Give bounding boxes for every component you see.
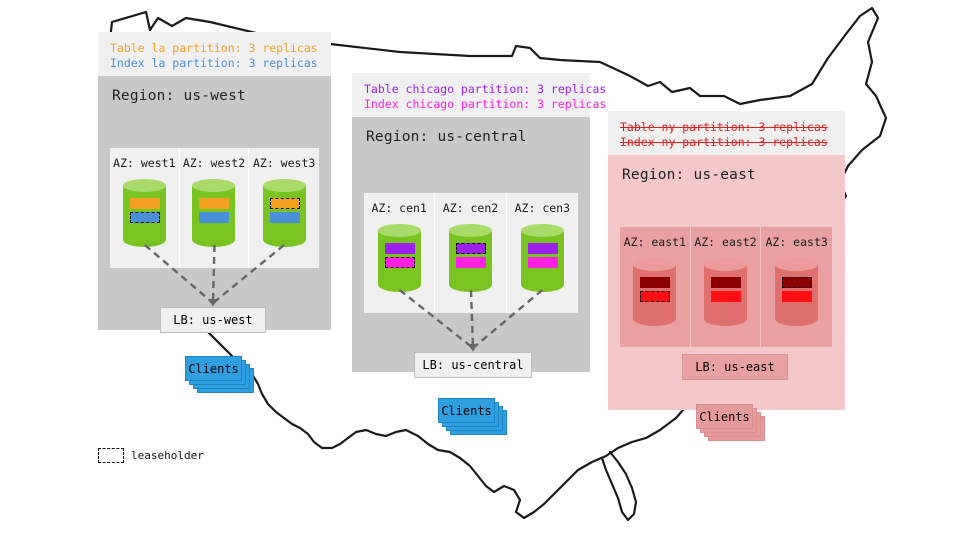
replica-stripe-leaseholder (782, 277, 813, 288)
cylinder-top (448, 224, 492, 237)
az-label: AZ: cen2 (442, 201, 499, 215)
az-cell-west3: AZ: west3 (249, 148, 319, 268)
node-cylinder-west3 (262, 179, 306, 247)
connector-arrowhead (208, 299, 218, 307)
node-cylinder-cen2 (448, 224, 492, 292)
cylinder-top (633, 258, 677, 271)
region-title: Region: us-central (366, 129, 527, 145)
clients-box[interactable]: Clients (696, 404, 753, 429)
leaseholder-swatch-icon (98, 448, 124, 463)
replica-stripe (199, 198, 230, 209)
legend: leaseholder (98, 448, 204, 463)
replica-stripe-leaseholder (129, 212, 160, 223)
az-row-us-east: AZ: east1 AZ: east2 AZ: east3 (620, 227, 832, 347)
clients-label: Clients (699, 409, 750, 424)
partition-line: Index ny partition: 3 replicas (620, 135, 828, 149)
partition-line: Index chicago partition: 3 replicas (364, 97, 607, 111)
cylinder-top (703, 258, 747, 271)
clients-box[interactable]: Clients (438, 398, 495, 423)
partition-header-us-west: Table la partition: 3 replicas Index la p… (98, 32, 331, 76)
partition-line: Table ny partition: 3 replicas (620, 120, 828, 134)
replica-stripe-leaseholder (640, 291, 671, 302)
replica-stripe-leaseholder (384, 257, 415, 268)
partition-header-us-central: Table chicago partition: 3 replicas Index… (352, 73, 607, 117)
partition-header-us-east: Table ny partition: 3 replicas Index ny p… (608, 111, 845, 155)
region-body-us-west: Region: us-west AZ: west1 AZ: west2 AZ: wes… (98, 76, 331, 393)
legend-label: leaseholder (131, 449, 204, 462)
node-cylinder-east1 (633, 258, 677, 326)
partition-line: Index la partition: 3 replicas (110, 56, 318, 70)
az-cell-east2: AZ: east2 (691, 227, 762, 347)
replica-stripe (455, 257, 486, 268)
az-cell-west2: AZ: west2 (180, 148, 250, 268)
az-cell-cen2: AZ: cen2 (435, 193, 507, 313)
load-balancer-us-central[interactable]: LB: us-central (414, 352, 532, 378)
region-title: Region: us-east (622, 167, 756, 183)
partition-line: Table la partition: 3 replicas (110, 41, 318, 55)
clients-box[interactable]: Clients (185, 356, 242, 381)
cylinder-top (775, 258, 819, 271)
load-balancer-us-east[interactable]: LB: us-east (682, 354, 788, 380)
node-cylinder-west2 (192, 179, 236, 247)
az-row-us-west: AZ: west1 AZ: west2 AZ: west3 (110, 148, 319, 268)
az-cell-cen1: AZ: cen1 (364, 193, 436, 313)
az-cell-west1: AZ: west1 (110, 148, 180, 268)
replica-stripe (527, 243, 558, 254)
region-body-us-east: Region: us-east AZ: east1 AZ: east2 AZ: eas… (608, 155, 845, 441)
us-map-florida-path (600, 450, 638, 522)
node-cylinder-cen1 (377, 224, 421, 292)
region-panel-us-central: Table chicago partition: 3 replicas Index… (352, 73, 607, 435)
lb-label: LB: us-central (422, 358, 524, 372)
az-cell-east3: AZ: east3 (761, 227, 832, 347)
replica-stripe (129, 198, 160, 209)
region-title: Region: us-west (112, 88, 246, 104)
node-cylinder-east2 (703, 258, 747, 326)
replica-stripe (384, 243, 415, 254)
cylinder-top (122, 179, 166, 192)
replica-stripe (710, 277, 741, 288)
az-label: AZ: cen1 (371, 201, 427, 215)
region-body-us-central: Region: us-central AZ: cen1 AZ: cen2 AZ: ce… (352, 117, 590, 435)
lb-label: LB: us-east (695, 360, 775, 374)
az-cell-east1: AZ: east1 (620, 227, 691, 347)
cylinder-top (377, 224, 421, 237)
clients-stack-us-east[interactable]: Clients (696, 404, 765, 441)
az-label: AZ: west2 (182, 156, 246, 170)
az-label: AZ: west3 (252, 156, 316, 170)
region-panel-us-west: Table la partition: 3 replicas Index la p… (98, 32, 331, 393)
replica-stripe (527, 257, 558, 268)
partition-line: Table chicago partition: 3 replicas (364, 82, 607, 96)
replica-stripe (782, 291, 813, 302)
cylinder-top (520, 224, 564, 237)
az-cell-cen3: AZ: cen3 (507, 193, 578, 313)
az-label: AZ: cen3 (514, 201, 571, 215)
az-label: AZ: east2 (694, 235, 757, 249)
node-cylinder-cen3 (520, 224, 564, 292)
region-panel-us-east: Table ny partition: 3 replicas Index ny p… (608, 111, 845, 441)
replica-stripe (199, 212, 230, 223)
az-label: AZ: west1 (113, 156, 176, 170)
clients-stack-us-west[interactable]: Clients (185, 356, 254, 393)
clients-label: Clients (188, 361, 239, 376)
connector-arrowhead (468, 344, 478, 352)
replica-stripe (269, 212, 300, 223)
replica-stripe (640, 277, 671, 288)
cylinder-top (192, 179, 236, 192)
replica-stripe-leaseholder (455, 243, 486, 254)
replica-stripe (710, 291, 741, 302)
node-cylinder-east3 (775, 258, 819, 326)
load-balancer-us-west[interactable]: LB: us-west (160, 307, 266, 333)
lb-label: LB: us-west (173, 313, 253, 327)
az-label: AZ: east1 (623, 235, 686, 249)
clients-label: Clients (441, 403, 492, 418)
clients-stack-us-central[interactable]: Clients (438, 398, 507, 435)
cylinder-top (262, 179, 306, 192)
az-label: AZ: east3 (765, 235, 828, 249)
az-row-us-central: AZ: cen1 AZ: cen2 AZ: cen3 (364, 193, 578, 313)
node-cylinder-west1 (122, 179, 166, 247)
replica-stripe-leaseholder (269, 198, 300, 209)
